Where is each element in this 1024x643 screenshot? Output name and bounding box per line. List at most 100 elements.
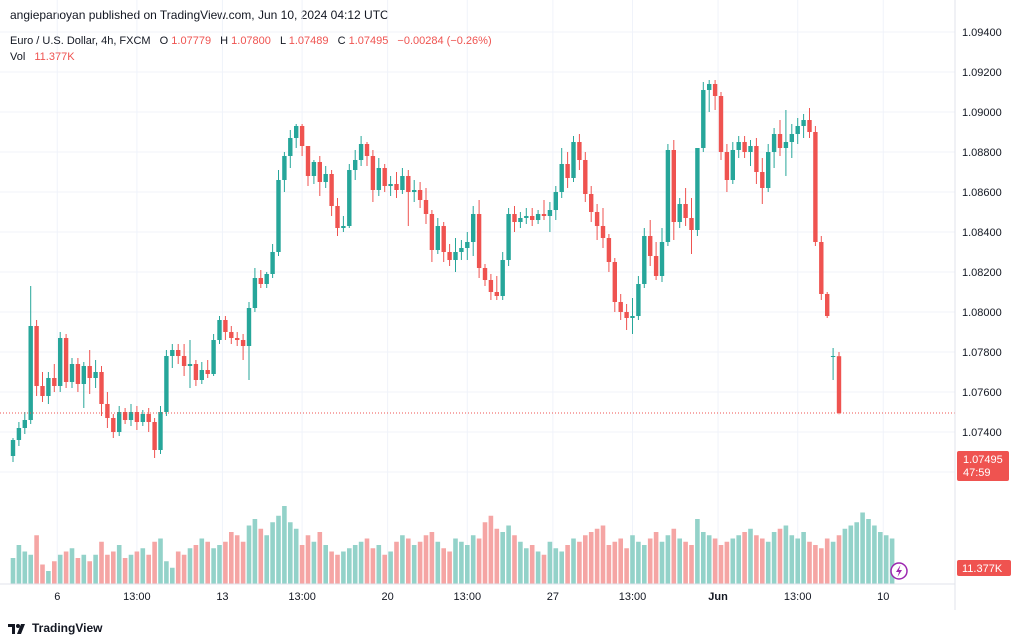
volume-bar [683, 541, 688, 584]
volume-bar [653, 532, 659, 584]
volume-bar [246, 525, 252, 584]
candle-body [134, 412, 140, 422]
candle-body [258, 278, 263, 284]
candle-body [181, 356, 187, 366]
volume-bar [382, 554, 387, 584]
candle-body [423, 200, 429, 214]
candle-body [364, 144, 370, 156]
candle-body [223, 320, 228, 332]
volume-bar [724, 541, 730, 584]
volume-bar [571, 538, 576, 584]
candle-body [140, 414, 145, 422]
candle-body [541, 214, 547, 216]
candle-body [311, 162, 317, 176]
volume-bar [170, 567, 175, 584]
x-tick-label: 10 [877, 591, 889, 603]
legend-o-label: O [160, 35, 169, 47]
candle-body [636, 284, 641, 316]
volume-bar [642, 545, 647, 584]
volume-bar [565, 545, 570, 584]
volume-bar [376, 545, 382, 584]
candle-body [99, 372, 104, 404]
volume-bar [612, 541, 618, 584]
x-tick-label: 27 [547, 591, 559, 603]
volume-bar [158, 538, 163, 584]
legend-l-value: 1.07489 [289, 35, 329, 47]
candle-body [353, 160, 358, 170]
legend-l-label: L [280, 35, 286, 47]
volume-bar [518, 541, 523, 584]
candle-body [760, 172, 765, 188]
volume-bar [465, 545, 470, 584]
candle-body [170, 350, 175, 356]
volume-bar [205, 541, 210, 584]
volume-bar [748, 528, 753, 584]
volume-bar [406, 538, 411, 584]
candle-body [512, 214, 517, 222]
candle-body [429, 214, 435, 250]
candle-body [718, 96, 724, 152]
lightning-icon[interactable] [890, 562, 908, 580]
x-tick-label: 13:00 [784, 591, 812, 603]
volume-bar [122, 558, 128, 584]
candle-body [16, 428, 22, 440]
volume-bar [10, 558, 16, 584]
volume-bar [553, 548, 559, 584]
y-tick-label: 1.08200 [962, 267, 1002, 279]
volume-bar [293, 528, 299, 584]
volume-bar [40, 564, 45, 584]
candle-body [825, 294, 830, 316]
candle-body [783, 142, 789, 148]
volume-bar [541, 554, 547, 584]
volume-bar [872, 525, 877, 584]
candle-body [742, 142, 747, 152]
candle-body [40, 386, 45, 396]
volume-bar [187, 548, 193, 584]
candle-body [240, 340, 246, 346]
candle-body [618, 302, 623, 312]
volume-bar [105, 554, 110, 584]
volume-bar [482, 522, 488, 584]
volume-bar [34, 535, 39, 584]
volume-bar [28, 554, 33, 584]
volume-bar [524, 548, 529, 584]
tradingview-logo-icon [8, 624, 25, 634]
candle-body [10, 440, 16, 456]
x-tick-label: 13 [216, 591, 228, 603]
candle-body [724, 152, 730, 180]
volume-bar [429, 532, 435, 584]
volume-bar [866, 519, 871, 584]
legend-c-label: C [338, 35, 346, 47]
volume-bar [630, 535, 635, 584]
candle-body [777, 134, 783, 148]
candle-body [807, 120, 812, 132]
publisher-header: angiepanoyan published on TradingView.co… [10, 8, 389, 22]
legend-o-value: 1.07779 [171, 35, 211, 47]
volume-bar [411, 545, 417, 584]
x-tick-label: 13:00 [288, 591, 316, 603]
volume-bar [99, 541, 104, 584]
volume-bar [842, 528, 848, 584]
candle-body [406, 176, 411, 192]
footer-brand[interactable]: TradingView [8, 619, 102, 637]
candle-body [819, 242, 824, 294]
volume-bar [647, 538, 653, 584]
candle-body [677, 204, 682, 222]
candle-body [748, 146, 753, 152]
volume-bar [860, 512, 865, 584]
legend-c-value: 1.07495 [349, 35, 389, 47]
candle-body [771, 134, 777, 152]
volume-bar [435, 541, 441, 584]
candle-body [317, 162, 322, 182]
candle-body [465, 242, 470, 248]
candle-body [205, 370, 210, 374]
volume-bar [394, 541, 399, 584]
candle-body [453, 252, 458, 260]
candle-body [412, 190, 417, 192]
legend: Euro / U.S. Dollar, 4h, FXCM O 1.07779 H… [10, 35, 492, 63]
volume-bar [760, 538, 765, 584]
volume-bar [370, 548, 376, 584]
candle-body [264, 274, 269, 284]
candle-body [530, 216, 535, 220]
